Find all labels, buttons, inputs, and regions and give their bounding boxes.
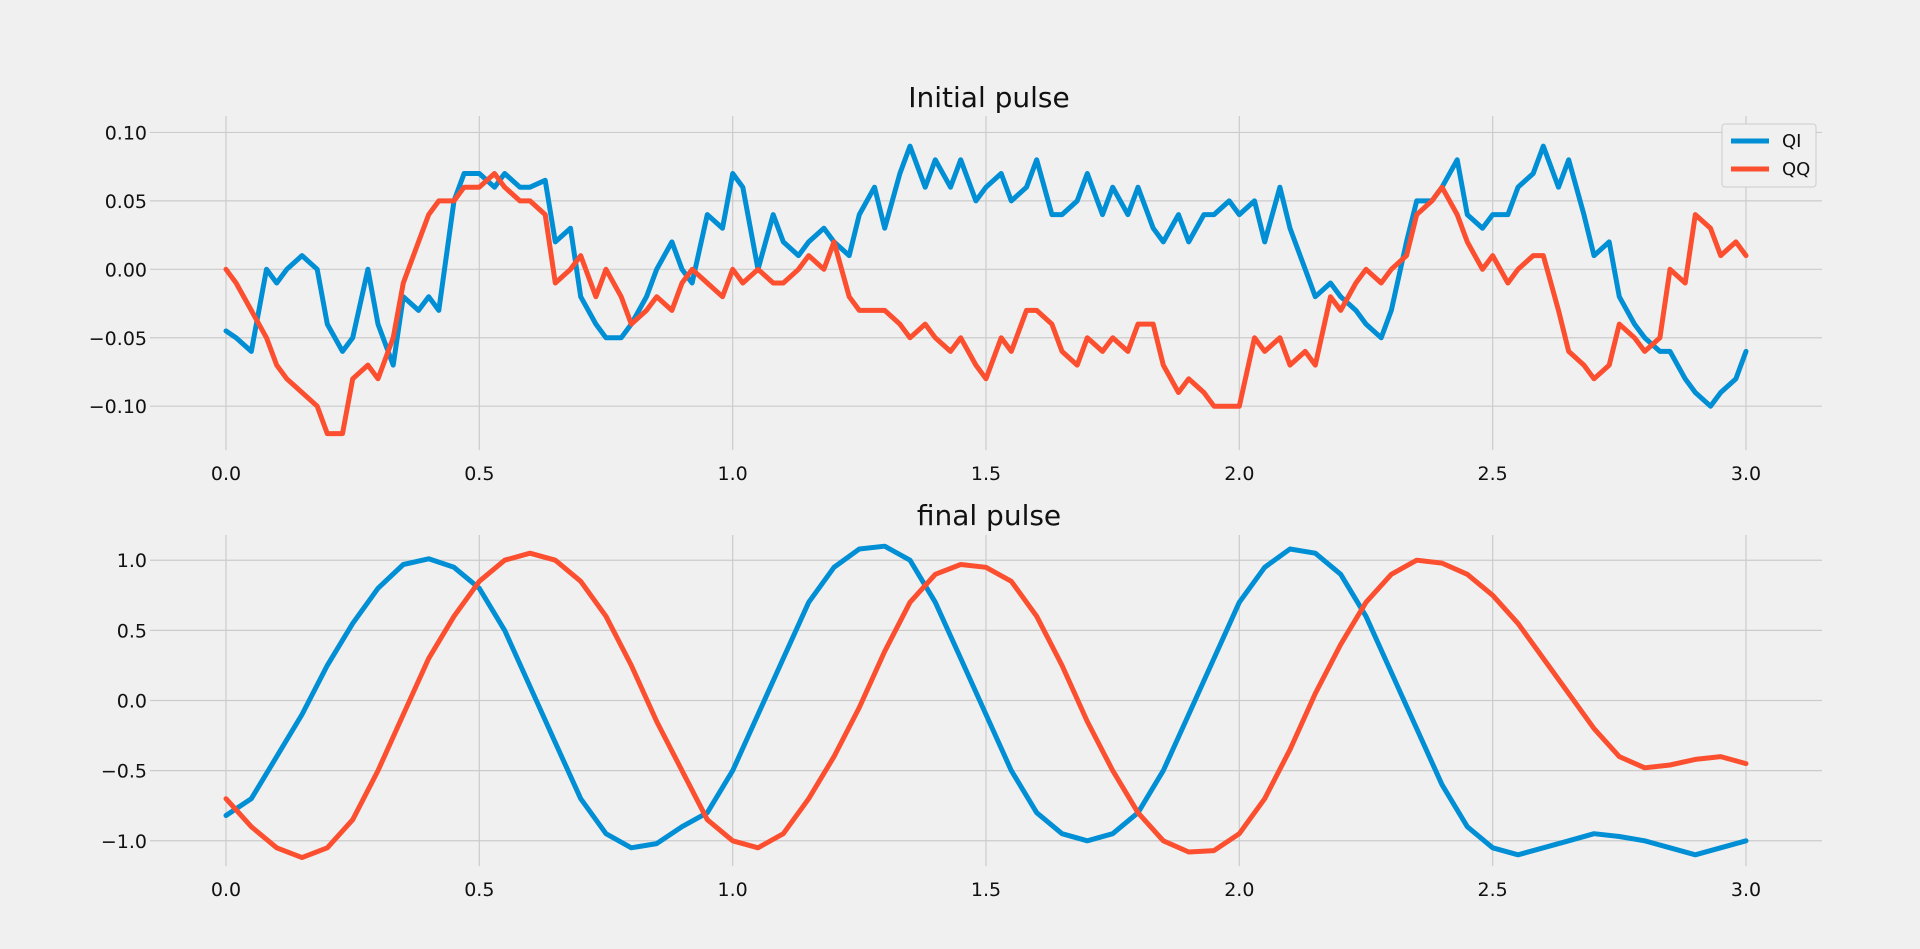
final-pulse-panel: 0.0 0.5 1.0 1.5 2.0 2.5 3.0 1.0 0.5 0.0 −0.5 −1.0 fi… [101,499,1822,901]
x-tick-label: 0.5 [464,463,494,485]
x-tick-label: 1.5 [971,879,1001,901]
y-tick-label: −0.05 [89,328,147,350]
y-tick-label: −0.10 [89,396,147,418]
initial-pulse-panel: 0.0 0.5 1.0 1.5 2.0 2.5 3.0 0.10 0.05 0.00 −0.05 −0… [89,81,1822,485]
series-line-qq [223,171,1749,437]
y-tick-label: 0.10 [105,122,147,144]
x-tick-label: 0.5 [464,879,494,901]
x-tick-label: 1.0 [718,463,748,485]
x-tick-label: 3.0 [1731,879,1761,901]
series-line-qi [223,143,1749,409]
x-tick-label: 0.0 [211,463,241,485]
x-tick-label: 1.0 [718,879,748,901]
y-tick-label: 1.0 [117,550,147,572]
y-tick-label: −0.5 [101,761,147,783]
x-tick-label: 3.0 [1731,463,1761,485]
y-tick-label: −1.0 [101,831,147,853]
x-tick-label: 0.0 [211,879,241,901]
y-tick-label: 0.5 [117,620,147,642]
x-tick-label: 1.5 [971,463,1001,485]
y-tick-label: 0.0 [117,691,147,713]
legend-label-qq: QQ [1782,159,1810,180]
x-tick-label: 2.5 [1478,463,1508,485]
x-tick-label: 2.5 [1478,879,1508,901]
x-tick-label: 2.0 [1224,463,1254,485]
legend-label-qi: QI [1782,131,1801,152]
chart-title: final pulse [917,499,1061,532]
series-line-qi [223,543,1749,858]
chart-title: Initial pulse [908,81,1070,114]
series-line-qq [223,550,1749,861]
y-tick-label: 0.00 [105,259,147,281]
y-tick-label: 0.05 [105,191,147,213]
x-tick-label: 2.0 [1224,879,1254,901]
